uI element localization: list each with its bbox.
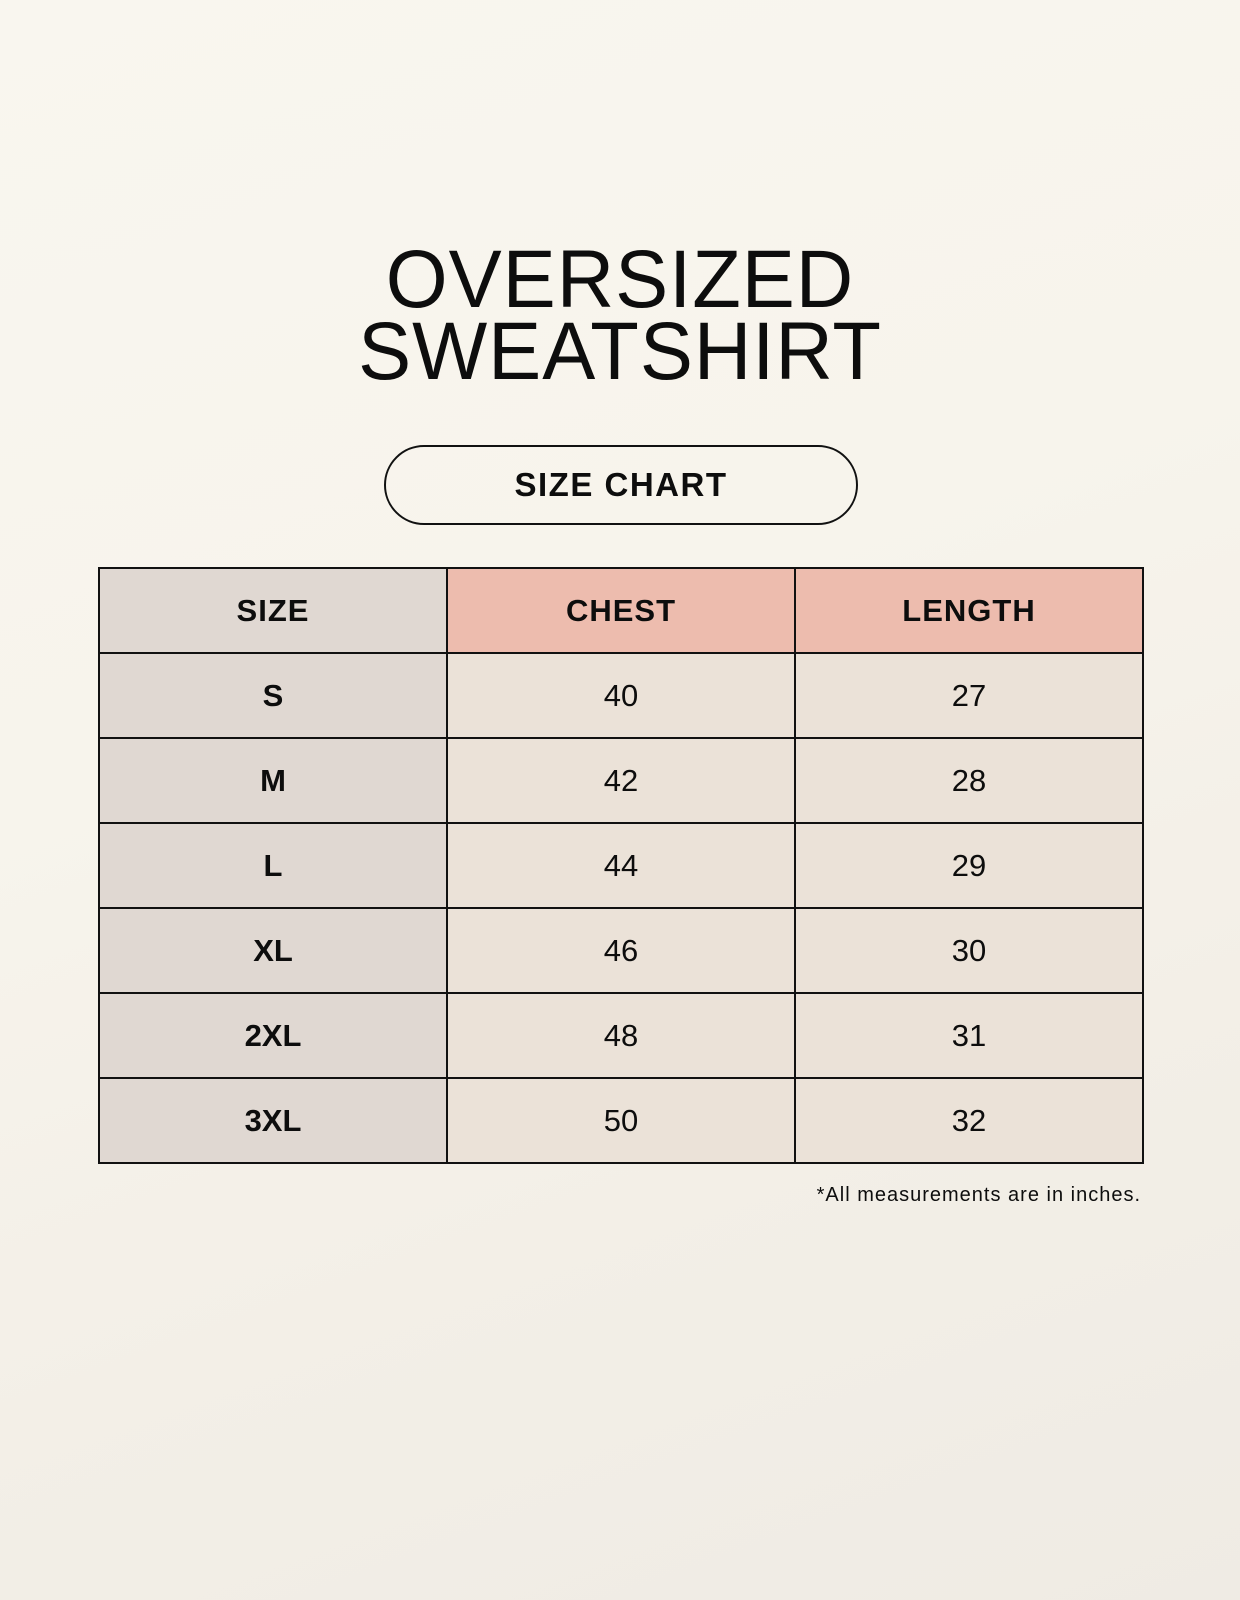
cell-length: 31 bbox=[794, 992, 1144, 1079]
cell-size: XL bbox=[98, 907, 448, 994]
table-row: L 44 29 bbox=[98, 822, 1144, 909]
table-row: 3XL 50 32 bbox=[98, 1077, 1144, 1164]
page-title: OVERSIZED SWEATSHIRT bbox=[19, 234, 1222, 397]
size-table: SIZE CHEST LENGTH S 40 27 M 42 28 L 44 29 XL 46 30 2… bbox=[98, 567, 1144, 1164]
header-chest: CHEST bbox=[446, 567, 796, 654]
header-size: SIZE bbox=[98, 567, 448, 654]
cell-size: L bbox=[98, 822, 448, 909]
cell-length: 29 bbox=[794, 822, 1144, 909]
cell-chest: 50 bbox=[446, 1077, 796, 1164]
cell-length: 28 bbox=[794, 737, 1144, 824]
cell-size: M bbox=[98, 737, 448, 824]
size-chart-label: SIZE CHART bbox=[384, 445, 858, 525]
table-row: S 40 27 bbox=[98, 652, 1144, 739]
cell-length: 27 bbox=[794, 652, 1144, 739]
cell-size: S bbox=[98, 652, 448, 739]
cell-chest: 48 bbox=[446, 992, 796, 1079]
cell-size: 2XL bbox=[98, 992, 448, 1079]
cell-chest: 42 bbox=[446, 737, 796, 824]
table-header-row: SIZE CHEST LENGTH bbox=[98, 567, 1144, 654]
header-length: LENGTH bbox=[794, 567, 1144, 654]
title-line-2: SWEATSHIRT bbox=[358, 306, 882, 397]
cell-chest: 40 bbox=[446, 652, 796, 739]
cell-chest: 46 bbox=[446, 907, 796, 994]
table-row: M 42 28 bbox=[98, 737, 1144, 824]
cell-size: 3XL bbox=[98, 1077, 448, 1164]
cell-length: 32 bbox=[794, 1077, 1144, 1164]
cell-length: 30 bbox=[794, 907, 1144, 994]
title-line-1: OVERSIZED bbox=[385, 234, 855, 325]
measurement-note: *All measurements are in inches. bbox=[816, 1184, 1141, 1206]
cell-chest: 44 bbox=[446, 822, 796, 909]
table-row: 2XL 48 31 bbox=[98, 992, 1144, 1079]
table-row: XL 46 30 bbox=[98, 907, 1144, 994]
